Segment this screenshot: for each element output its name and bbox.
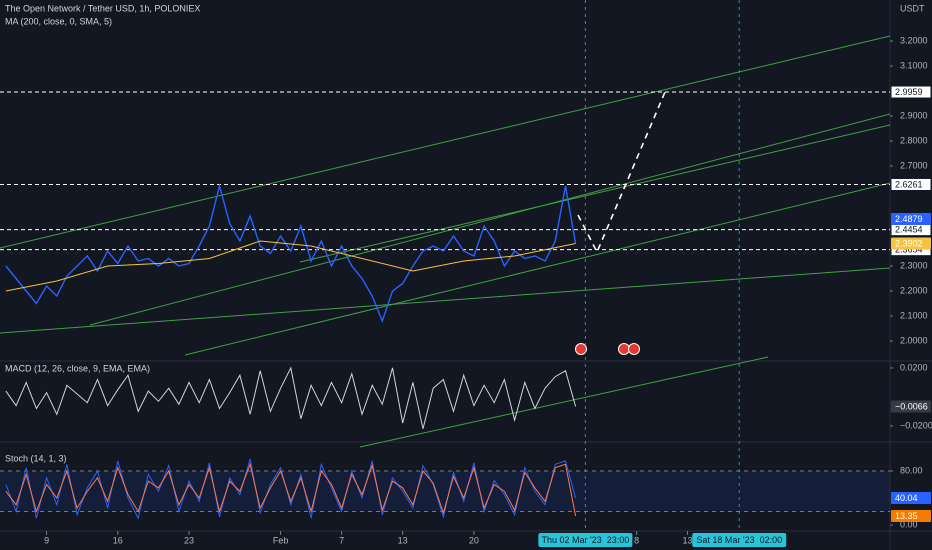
y-tick-label: 0.0200	[900, 362, 928, 372]
y-tick-label: 2.2000	[900, 285, 928, 295]
x-tick-label: 23	[184, 535, 194, 545]
price-label-bg	[891, 237, 931, 250]
indicator-label: MA (200, close, 0, SMA, 5)	[5, 16, 112, 26]
x-tick-label: 13	[683, 535, 693, 545]
trend-line	[359, 356, 769, 448]
series-line	[5, 240, 576, 292]
stoch-band	[0, 471, 890, 512]
hline-label: 2.4454	[895, 225, 923, 235]
price-label-bg	[891, 509, 931, 522]
x-tick-label: Feb	[273, 535, 289, 545]
date-label-bg	[692, 533, 787, 547]
y-tick-label: 2.9000	[900, 110, 928, 120]
price-label: 2.3902	[895, 238, 923, 248]
symbol-title: The Open Network / Tether USD, 1h, POLON…	[5, 3, 200, 13]
series-line	[5, 366, 577, 429]
trend-lines	[0, 35, 891, 448]
x-tick-label: 8	[634, 535, 639, 545]
event-icon	[618, 343, 630, 355]
y-tick-label: 2.3000	[900, 260, 928, 270]
y-tick-label: 2.0000	[900, 335, 928, 345]
price-label: 40.04	[895, 493, 918, 503]
stoch-title: Stoch (14, 1, 3)	[5, 453, 67, 463]
macd-title: MACD (12, 26, close, 9, EMA, EMA)	[5, 363, 150, 373]
trend-line	[299, 124, 891, 263]
x-tick-label: 7	[339, 535, 344, 545]
hline-label: 2.6261	[895, 179, 923, 189]
hline-label-bg	[890, 177, 932, 191]
y-tick-label: −0.0200	[900, 420, 932, 430]
price-label: −0.0066	[895, 401, 928, 411]
price-label: 13.35	[895, 511, 918, 521]
y-tick-label: 0.00	[900, 519, 918, 529]
y-tick-label: 3.2000	[900, 35, 928, 45]
hline-label: 2.9959	[895, 87, 923, 97]
trend-line	[0, 267, 891, 334]
projection-path	[577, 91, 666, 254]
series-line	[5, 183, 577, 324]
event-icon	[628, 343, 640, 355]
series-line	[5, 462, 577, 517]
y-tick-label: 2.8000	[900, 135, 928, 145]
trend-line	[0, 35, 891, 249]
price-label-bg	[891, 213, 931, 226]
y-tick-label: 2.7000	[900, 160, 928, 170]
date-label: Thu 02 Mar '23 23:00	[542, 535, 630, 545]
y-tick-label: 80.00	[900, 465, 923, 475]
event-icons	[575, 343, 640, 355]
date-label-bg	[538, 533, 633, 547]
price-label: 2.4879	[895, 214, 923, 224]
x-tick-label: 13	[398, 535, 408, 545]
x-tick-label: 16	[113, 535, 123, 545]
hline-label-bg	[890, 85, 932, 99]
date-label: Sat 18 Mar '23 02:00	[696, 535, 782, 545]
event-icon	[575, 343, 587, 355]
currency-label: USDT	[900, 3, 925, 13]
price-label-bg	[891, 491, 931, 504]
y-tick-label: 2.1000	[900, 310, 928, 320]
trend-line	[89, 113, 891, 326]
x-tick-label: 9	[44, 535, 49, 545]
y-tick-label: 3.1000	[900, 60, 928, 70]
x-tick-label: 20	[469, 535, 479, 545]
trend-line	[184, 182, 891, 356]
hline-label: 2.3654	[895, 245, 923, 255]
price-label-bg	[891, 400, 931, 413]
